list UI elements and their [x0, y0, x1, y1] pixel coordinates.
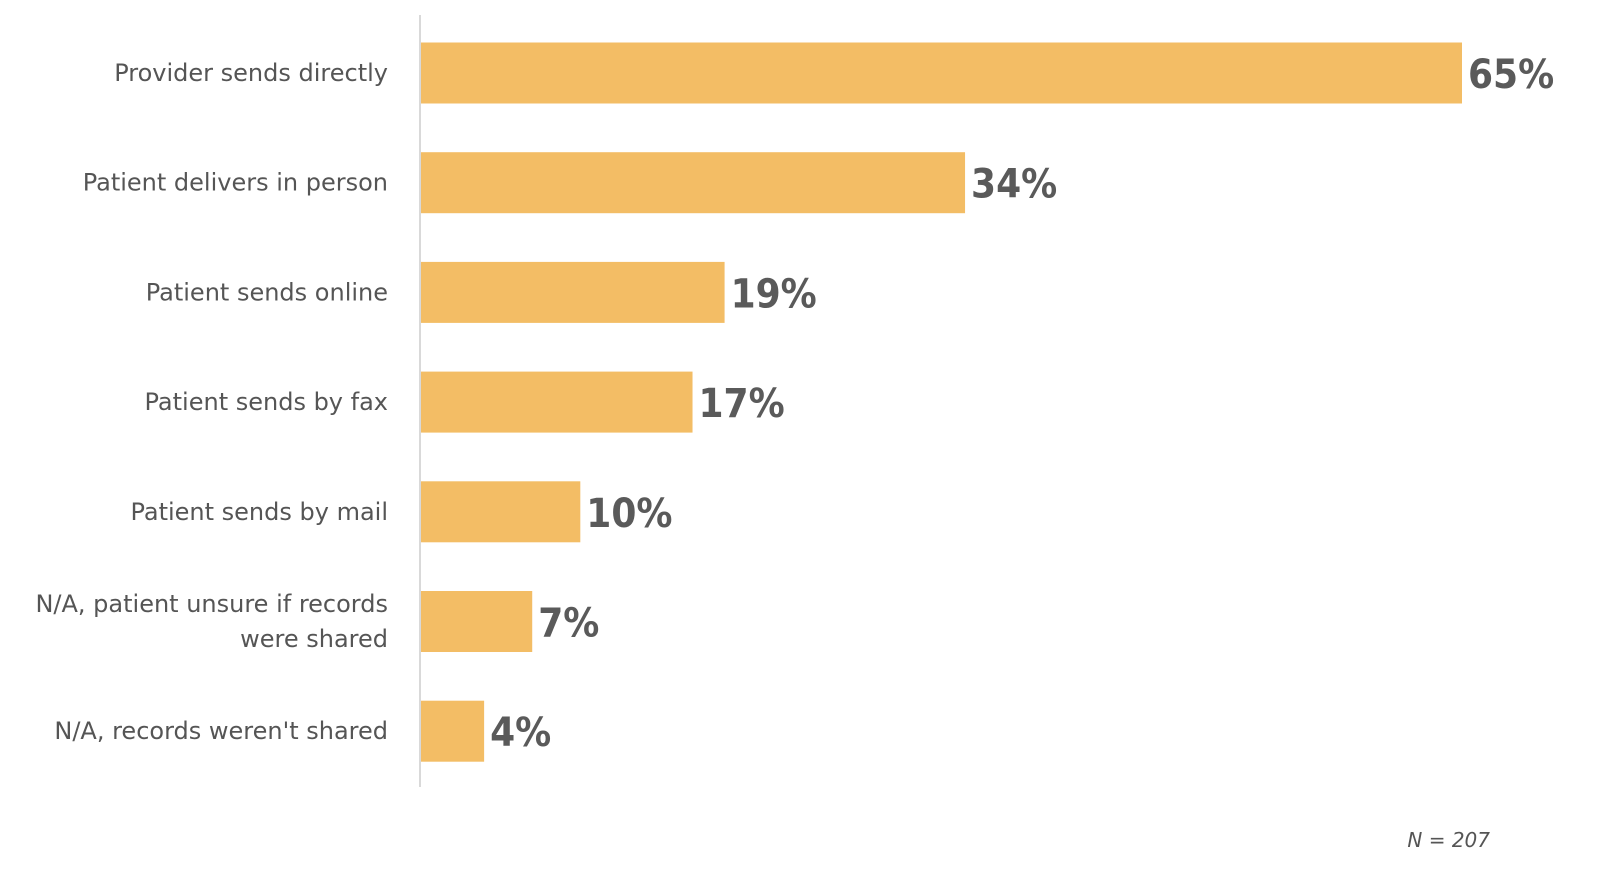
value-labels-group: 65% 34% 19% 17% 10% 7% 4%: [490, 52, 1554, 756]
bar: [420, 371, 693, 433]
bar-value-label: 65%: [1468, 52, 1554, 98]
bar-value-label: 4%: [490, 710, 551, 756]
category-labels-group: Provider sends directly Patient delivers …: [35, 59, 388, 745]
bar-value-label: 7%: [538, 601, 599, 647]
bar: [420, 152, 966, 214]
category-label: N/A, records weren't shared: [54, 717, 388, 745]
bar: [420, 481, 581, 543]
bar-value-label: 19%: [731, 271, 817, 317]
bar-value-label: 34%: [971, 162, 1057, 208]
category-label: Patient sends by mail: [130, 498, 388, 526]
category-label: Patient sends by fax: [145, 388, 388, 416]
bar: [420, 700, 485, 762]
bars-group: [420, 42, 1462, 762]
category-label: Provider sends directly: [114, 59, 388, 87]
bar-value-label: 10%: [586, 491, 672, 537]
category-label: N/A, patient unsure if records were share…: [35, 590, 388, 653]
category-label: Patient delivers in person: [83, 169, 388, 197]
bar: [420, 42, 1462, 104]
bar-value-label: 17%: [699, 381, 785, 427]
bar: [420, 261, 725, 323]
sample-size-note: N = 207: [1407, 828, 1490, 852]
bar: [420, 591, 533, 652]
category-label: Patient sends online: [146, 278, 388, 306]
